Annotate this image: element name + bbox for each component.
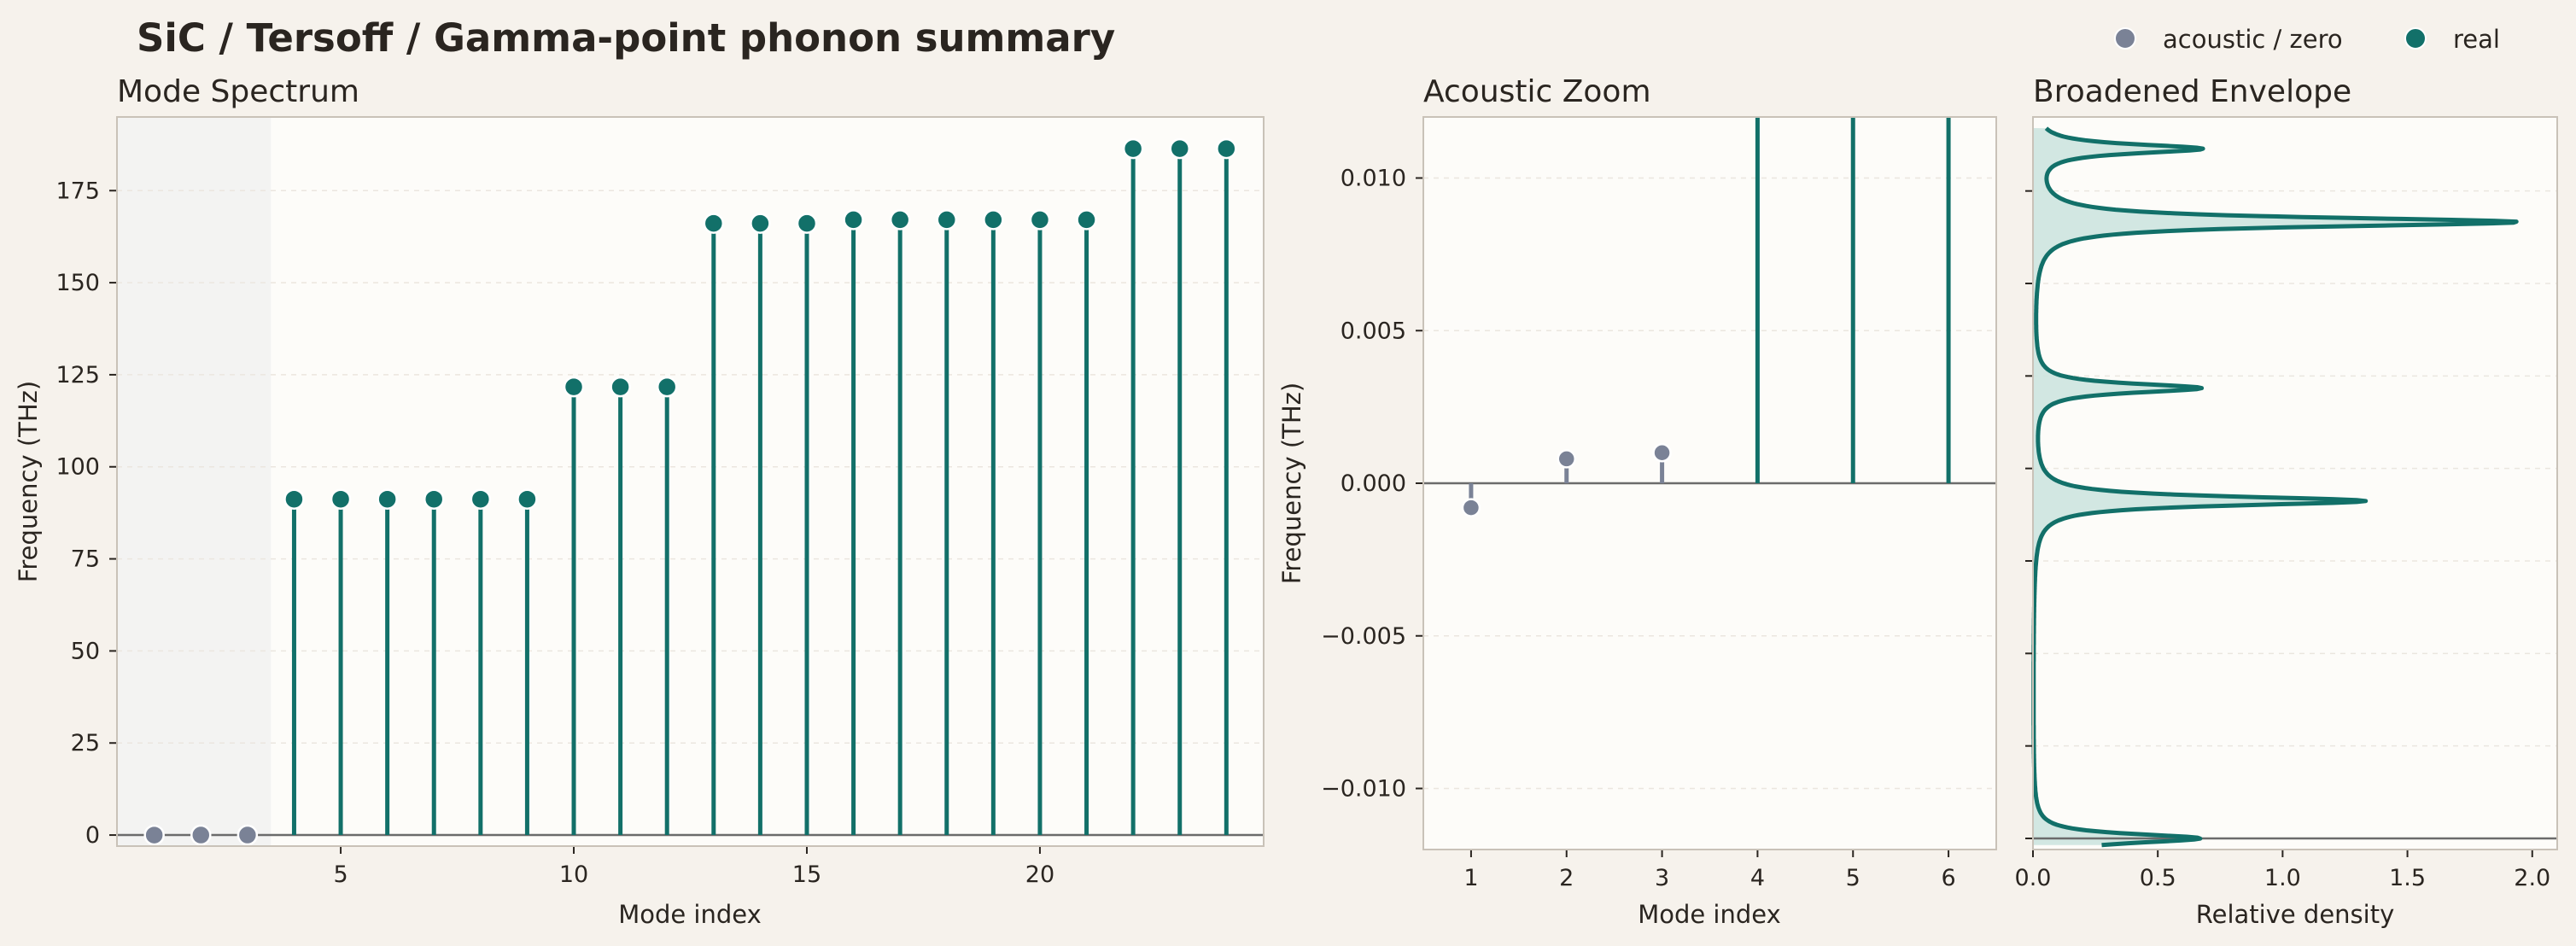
y-tick-label: 0.005 <box>1341 318 1406 344</box>
legend: acoustic / zero real <box>2114 25 2500 54</box>
plot-area <box>117 117 1264 846</box>
x-tick-label: 1.5 <box>2389 865 2426 891</box>
y-tick-label: 0.000 <box>1341 470 1406 497</box>
y-axis-label: Frequency (THz) <box>1277 382 1306 584</box>
y-tick-label: −0.005 <box>1321 623 1406 650</box>
real-mode-marker <box>330 488 352 510</box>
x-axis-label: Relative density <box>2196 900 2395 929</box>
y-axis-label: Frequency (THz) <box>14 381 43 582</box>
x-tick-label: 1 <box>1463 865 1478 891</box>
real-mode-marker <box>1029 209 1051 231</box>
real-mode-marker <box>423 488 445 510</box>
real-mode-marker <box>1076 209 1097 231</box>
acoustic-mode-marker <box>1652 443 1672 463</box>
acoustic-mode-marker <box>143 824 165 846</box>
panel-mode-spectrum: 5 10 15 20 0 25 50 75 100 125 150 175 Mode Spectrum… <box>14 74 1265 929</box>
real-mode-marker <box>936 209 958 231</box>
real-mode-marker <box>563 376 585 398</box>
legend-label-acoustic: acoustic / zero <box>2163 25 2343 54</box>
y-tick-label: 175 <box>55 178 100 204</box>
x-tick-label: 2.0 <box>2514 865 2550 891</box>
real-mode-marker <box>283 488 305 510</box>
panel-acoustic-zoom: 1 2 3 4 5 6 −0.010 −0.005 0.000 0.005 0.010 Acoust… <box>1277 74 1997 929</box>
real-mode-marker <box>1122 137 1144 160</box>
y-tick-label: 0 <box>85 822 100 849</box>
plot-area <box>2033 117 2557 850</box>
x-tick-label: 5 <box>333 861 348 888</box>
panel-title: Acoustic Zoom <box>1423 74 1651 109</box>
x-tick-label: 20 <box>1025 861 1054 888</box>
real-mode-marker <box>517 488 538 510</box>
plot-frame <box>116 116 1265 847</box>
y-tick-label: −0.010 <box>1321 776 1406 803</box>
acoustic-mode-marker <box>190 824 212 846</box>
real-mode-marker <box>889 209 911 231</box>
y-tick-label: 50 <box>71 638 100 664</box>
real-mode-marker <box>796 213 818 234</box>
real-mode-marker <box>750 213 771 234</box>
real-mode-marker <box>610 376 631 398</box>
real-mode-marker <box>656 376 678 398</box>
x-tick-label: 4 <box>1750 865 1765 891</box>
acoustic-mode-marker <box>1557 449 1576 469</box>
plot-frame <box>1422 116 1997 850</box>
figure-title: SiC / Tersoff / Gamma-point phonon summa… <box>137 15 1115 61</box>
panel-title: Mode Spectrum <box>117 74 359 109</box>
real-mode-marker <box>470 488 492 510</box>
real-mode-marker <box>1216 137 1237 160</box>
x-tick-label: 15 <box>792 861 821 888</box>
x-tick-label: 10 <box>559 861 588 888</box>
y-tick-label: 150 <box>55 270 100 296</box>
real-mode-marker <box>843 209 864 231</box>
y-tick-label: 75 <box>71 546 100 573</box>
panel-broadened-envelope: 0.0 0.5 1.0 1.5 2.0 Broadened Envelope Relat… <box>2015 74 2558 929</box>
x-tick-label: 0.5 <box>2140 865 2176 891</box>
y-tick-label: 0.010 <box>1341 166 1406 192</box>
y-tick-label: 100 <box>55 454 100 481</box>
acoustic-region-band <box>117 117 272 846</box>
panel-title: Broadened Envelope <box>2033 74 2351 109</box>
acoustic-mode-marker <box>1461 498 1481 517</box>
x-tick-label: 1.0 <box>2264 865 2301 891</box>
acoustic-mode-marker <box>237 824 259 846</box>
x-tick-label: 6 <box>1941 865 1955 891</box>
x-axis-label: Mode index <box>618 900 762 929</box>
real-mode-marker <box>983 209 1004 231</box>
plot-frame <box>2032 116 2558 850</box>
legend-marker-real <box>2404 27 2427 50</box>
legend-label-real: real <box>2453 25 2500 54</box>
real-mode-marker <box>1169 137 1190 160</box>
x-tick-label: 3 <box>1655 865 1669 891</box>
real-mode-marker <box>377 488 398 510</box>
y-tick-label: 125 <box>55 362 100 388</box>
x-tick-label: 5 <box>1846 865 1860 891</box>
legend-marker-acoustic <box>2114 27 2136 50</box>
x-tick-label: 0.0 <box>2015 865 2052 891</box>
x-axis-label: Mode index <box>1638 900 1781 929</box>
y-tick-label: 25 <box>71 730 100 756</box>
x-tick-label: 2 <box>1559 865 1574 891</box>
real-mode-marker <box>703 213 725 234</box>
